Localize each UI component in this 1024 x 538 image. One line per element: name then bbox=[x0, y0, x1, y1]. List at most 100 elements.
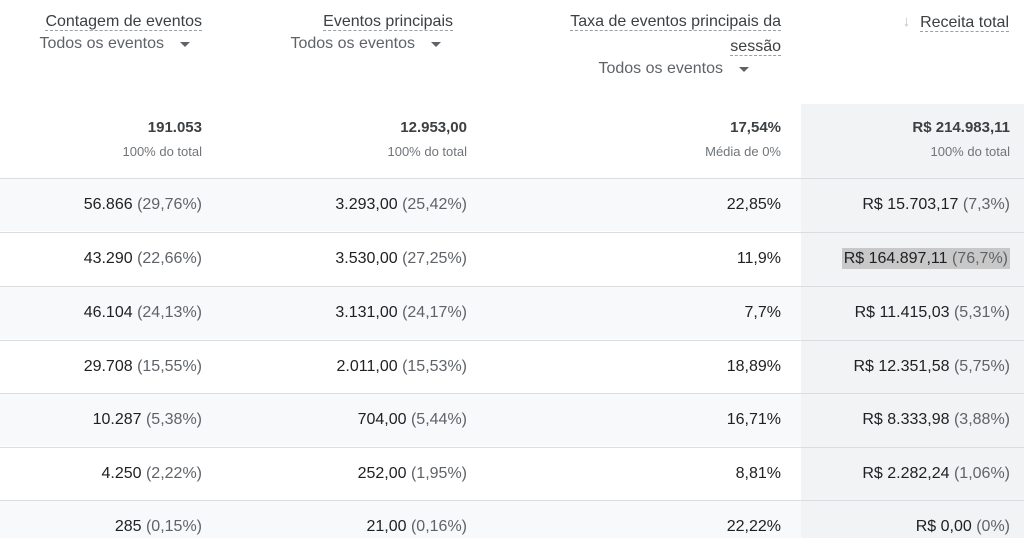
arrow-down-icon[interactable]: ↓ bbox=[902, 13, 911, 30]
rate-value: 7,7% bbox=[744, 304, 781, 321]
event-count-value: 29.708 bbox=[83, 358, 133, 375]
key-events-percent: (5,44%) bbox=[410, 411, 467, 428]
header-key-events: Eventos principais Todos os eventos bbox=[214, 8, 479, 53]
revenue-value: R$ 164.897,11 bbox=[843, 250, 948, 267]
key-events-value: 252,00 bbox=[357, 465, 407, 482]
key-events-value: 3.293,00 bbox=[335, 196, 398, 213]
chevron-down-icon bbox=[431, 41, 441, 47]
header-rate-title-line1[interactable]: Taxa de eventos principais da bbox=[570, 13, 781, 31]
header-event-count-title[interactable]: Contagem de eventos bbox=[45, 13, 202, 31]
rate-cell: 22,85% bbox=[479, 179, 781, 231]
event-count-value: 10.287 bbox=[92, 411, 142, 428]
rate-cell: 16,71% bbox=[479, 394, 781, 446]
event-count-percent: (5,38%) bbox=[145, 411, 202, 428]
table-row[interactable]: 4.250 (2,22%) 252,00 (1,95%) 8,81% R$ 2.… bbox=[0, 447, 1024, 500]
key-events-percent: (25,42%) bbox=[402, 196, 467, 213]
key-events-percent: (0,16%) bbox=[410, 518, 467, 535]
event-count-value: 56.866 bbox=[83, 196, 133, 213]
revenue-percent: (7,3%) bbox=[962, 196, 1010, 213]
revenue-percent: (76,7%) bbox=[951, 250, 1008, 267]
key-events-value: 2.011,00 bbox=[336, 358, 398, 375]
rate-filter-dropdown[interactable]: Todos os eventos bbox=[598, 60, 761, 78]
event-count-value: 46.104 bbox=[83, 304, 133, 321]
rate-value: 16,71% bbox=[726, 411, 781, 428]
total-rate-value: 17,54% bbox=[730, 119, 781, 136]
chevron-down-icon bbox=[180, 41, 190, 47]
rate-cell: 18,89% bbox=[479, 341, 781, 393]
revenue-percent: (5,31%) bbox=[953, 304, 1010, 321]
event-count-cell: 46.104 (24,13%) bbox=[0, 287, 214, 339]
header-key-events-title[interactable]: Eventos principais bbox=[323, 13, 453, 31]
event-count-cell: 56.866 (29,76%) bbox=[0, 179, 214, 231]
event-count-percent: (15,55%) bbox=[137, 358, 202, 375]
header-event-count: Contagem de eventos Todos os eventos bbox=[0, 8, 214, 53]
revenue-cell: R$ 8.333,98 (3,88%) bbox=[801, 394, 1024, 446]
rate-cell: 11,9% bbox=[479, 233, 781, 285]
event-count-percent: (2,22%) bbox=[145, 465, 202, 482]
event-count-cell: 285 (0,15%) bbox=[0, 501, 214, 538]
revenue-cell: R$ 0,00 (0%) bbox=[801, 501, 1024, 538]
key-events-filter-dropdown[interactable]: Todos os eventos bbox=[290, 35, 453, 53]
revenue-cell: R$ 12.351,58 (5,75%) bbox=[801, 341, 1024, 393]
revenue-value: R$ 15.703,17 bbox=[862, 196, 959, 213]
rate-value: 8,81% bbox=[735, 465, 781, 482]
event-count-cell: 10.287 (5,38%) bbox=[0, 394, 214, 446]
event-count-percent: (24,13%) bbox=[137, 304, 202, 321]
key-events-value: 3.530,00 bbox=[335, 250, 398, 267]
event-count-filter-dropdown[interactable]: Todos os eventos bbox=[39, 35, 202, 53]
key-events-percent: (24,17%) bbox=[402, 304, 467, 321]
table-row[interactable]: 10.287 (5,38%) 704,00 (5,44%) 16,71% R$ … bbox=[0, 393, 1024, 446]
key-events-cell: 252,00 (1,95%) bbox=[214, 448, 479, 500]
table-row[interactable]: 285 (0,15%) 21,00 (0,16%) 22,22% R$ 0,00… bbox=[0, 500, 1024, 538]
table-row[interactable]: 46.104 (24,13%) 3.131,00 (24,17%) 7,7% R… bbox=[0, 286, 1024, 339]
total-revenue: R$ 214.983,11 100% do total bbox=[801, 118, 1024, 162]
key-events-percent: (1,95%) bbox=[410, 465, 467, 482]
event-count-value: 43.290 bbox=[83, 250, 133, 267]
event-count-value: 4.250 bbox=[101, 465, 142, 482]
total-session-key-event-rate: 17,54% Média de 0% bbox=[479, 118, 781, 162]
total-revenue-subtext: 100% do total bbox=[930, 144, 1010, 159]
table-row[interactable]: 56.866 (29,76%) 3.293,00 (25,42%) 22,85%… bbox=[0, 178, 1024, 231]
key-events-cell: 704,00 (5,44%) bbox=[214, 394, 479, 446]
key-events-cell: 2.011,00 (15,53%) bbox=[214, 341, 479, 393]
table-row[interactable]: 43.290 (22,66%) 3.530,00 (27,25%) 11,9% … bbox=[0, 232, 1024, 285]
rate-cell: 22,22% bbox=[479, 501, 781, 538]
total-key-events: 12.953,00 100% do total bbox=[214, 118, 479, 162]
header-session-key-event-rate: Taxa de eventos principais da sessão Tod… bbox=[479, 8, 781, 78]
revenue-percent: (3,88%) bbox=[953, 411, 1010, 428]
event-count-cell: 4.250 (2,22%) bbox=[0, 448, 214, 500]
header-total-revenue: ↓ Receita total bbox=[801, 8, 1024, 36]
header-total-revenue-title[interactable]: Receita total bbox=[920, 14, 1009, 32]
total-event-count: 191.053 100% do total bbox=[0, 118, 214, 162]
key-events-value: 21,00 bbox=[366, 518, 407, 535]
revenue-cell: R$ 164.897,11 (76,7%) bbox=[801, 233, 1024, 285]
rate-value: 11,9% bbox=[736, 250, 781, 267]
event-count-percent: (22,66%) bbox=[137, 250, 202, 267]
revenue-value: R$ 8.333,98 bbox=[862, 411, 950, 428]
revenue-cell: R$ 2.282,24 (1,06%) bbox=[801, 448, 1024, 500]
rate-value: 22,85% bbox=[726, 196, 781, 213]
key-events-cell: 3.293,00 (25,42%) bbox=[214, 179, 479, 231]
table-row[interactable]: 29.708 (15,55%) 2.011,00 (15,53%) 18,89%… bbox=[0, 340, 1024, 393]
highlighted-revenue[interactable]: R$ 164.897,11 (76,7%) bbox=[841, 248, 1010, 269]
rate-value: 22,22% bbox=[726, 518, 781, 535]
revenue-value: R$ 12.351,58 bbox=[853, 358, 950, 375]
total-event-count-value: 191.053 bbox=[147, 119, 202, 136]
revenue-percent: (0%) bbox=[976, 518, 1010, 535]
key-events-cell: 3.131,00 (24,17%) bbox=[214, 287, 479, 339]
key-events-value: 3.131,00 bbox=[335, 304, 398, 321]
key-events-cell: 3.530,00 (27,25%) bbox=[214, 233, 479, 285]
event-count-value: 285 bbox=[114, 518, 142, 535]
rate-cell: 8,81% bbox=[479, 448, 781, 500]
event-count-filter-label: Todos os eventos bbox=[39, 35, 164, 52]
key-events-cell: 21,00 (0,16%) bbox=[214, 501, 479, 538]
revenue-value: R$ 11.415,03 bbox=[854, 304, 950, 321]
rate-filter-label: Todos os eventos bbox=[598, 60, 723, 77]
key-events-percent: (27,25%) bbox=[402, 250, 467, 267]
header-rate-title-line2[interactable]: sessão bbox=[730, 38, 781, 56]
revenue-value: R$ 0,00 bbox=[915, 518, 972, 535]
total-key-events-subtext: 100% do total bbox=[387, 144, 467, 159]
revenue-percent: (5,75%) bbox=[953, 358, 1010, 375]
key-events-filter-label: Todos os eventos bbox=[290, 35, 415, 52]
